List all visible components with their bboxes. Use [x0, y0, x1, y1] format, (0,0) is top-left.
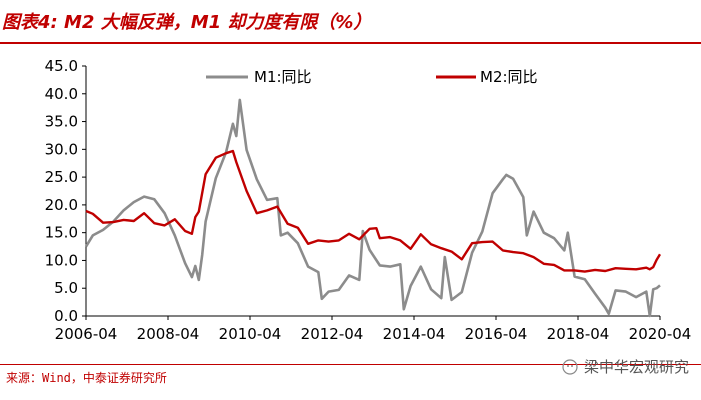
x-tick-label: 2008-04 [137, 325, 200, 343]
chart-axes [85, 66, 660, 317]
x-tick-label: 2018-04 [547, 325, 610, 343]
y-tick-label: 25.0 [45, 168, 78, 186]
y-tick-label: 5.0 [54, 279, 78, 297]
series-line-m2 [85, 149, 662, 273]
title-divider [0, 42, 701, 44]
chart-series [84, 98, 662, 318]
legend-label: M2:同比 [480, 68, 538, 86]
y-tick-label: 35.0 [45, 113, 78, 131]
source-note: 来源：Wind，中泰证券研究所 [6, 371, 167, 385]
x-tick-label: 2006-04 [55, 325, 118, 343]
chart-legend: M1:同比 M2:同比 [206, 68, 538, 86]
x-axis-ticks: 2006-04 2008-04 2010-04 2012-04 2014-04 2016-… [55, 316, 692, 343]
watermark-text: 梁中华宏观研究 [583, 358, 689, 376]
y-axis-ticks: 0.0 5.0 10.0 15.0 20.0 25.0 30.0 35.0 40.0 45.0 [45, 57, 86, 325]
y-tick-label: 20.0 [45, 196, 78, 214]
chart-title: 图表4: M2 大幅反弹，M1 却力度有限（%） [2, 12, 372, 33]
x-tick-label: 2012-04 [301, 325, 364, 343]
y-tick-label: 10.0 [45, 251, 78, 269]
title-bar: 图表4: M2 大幅反弹，M1 却力度有限（%） [0, 0, 701, 46]
source-divider [0, 364, 701, 365]
x-tick-label: 2020-04 [629, 325, 692, 343]
legend-label: M1:同比 [254, 68, 312, 86]
y-tick-label: 45.0 [45, 57, 78, 75]
y-tick-label: 0.0 [54, 307, 78, 325]
x-tick-label: 2016-04 [465, 325, 528, 343]
x-tick-label: 2014-04 [383, 325, 446, 343]
wechat-icon [562, 358, 578, 375]
line-chart: 0.0 5.0 10.0 15.0 20.0 25.0 30.0 35.0 40.0 45.0 2… [45, 57, 692, 343]
y-tick-label: 30.0 [45, 140, 78, 158]
y-tick-label: 15.0 [45, 224, 78, 242]
x-tick-label: 2010-04 [219, 325, 282, 343]
series-line-m1 [84, 98, 661, 318]
y-tick-label: 40.0 [45, 85, 78, 103]
watermark: 梁中华宏观研究 [562, 356, 689, 377]
